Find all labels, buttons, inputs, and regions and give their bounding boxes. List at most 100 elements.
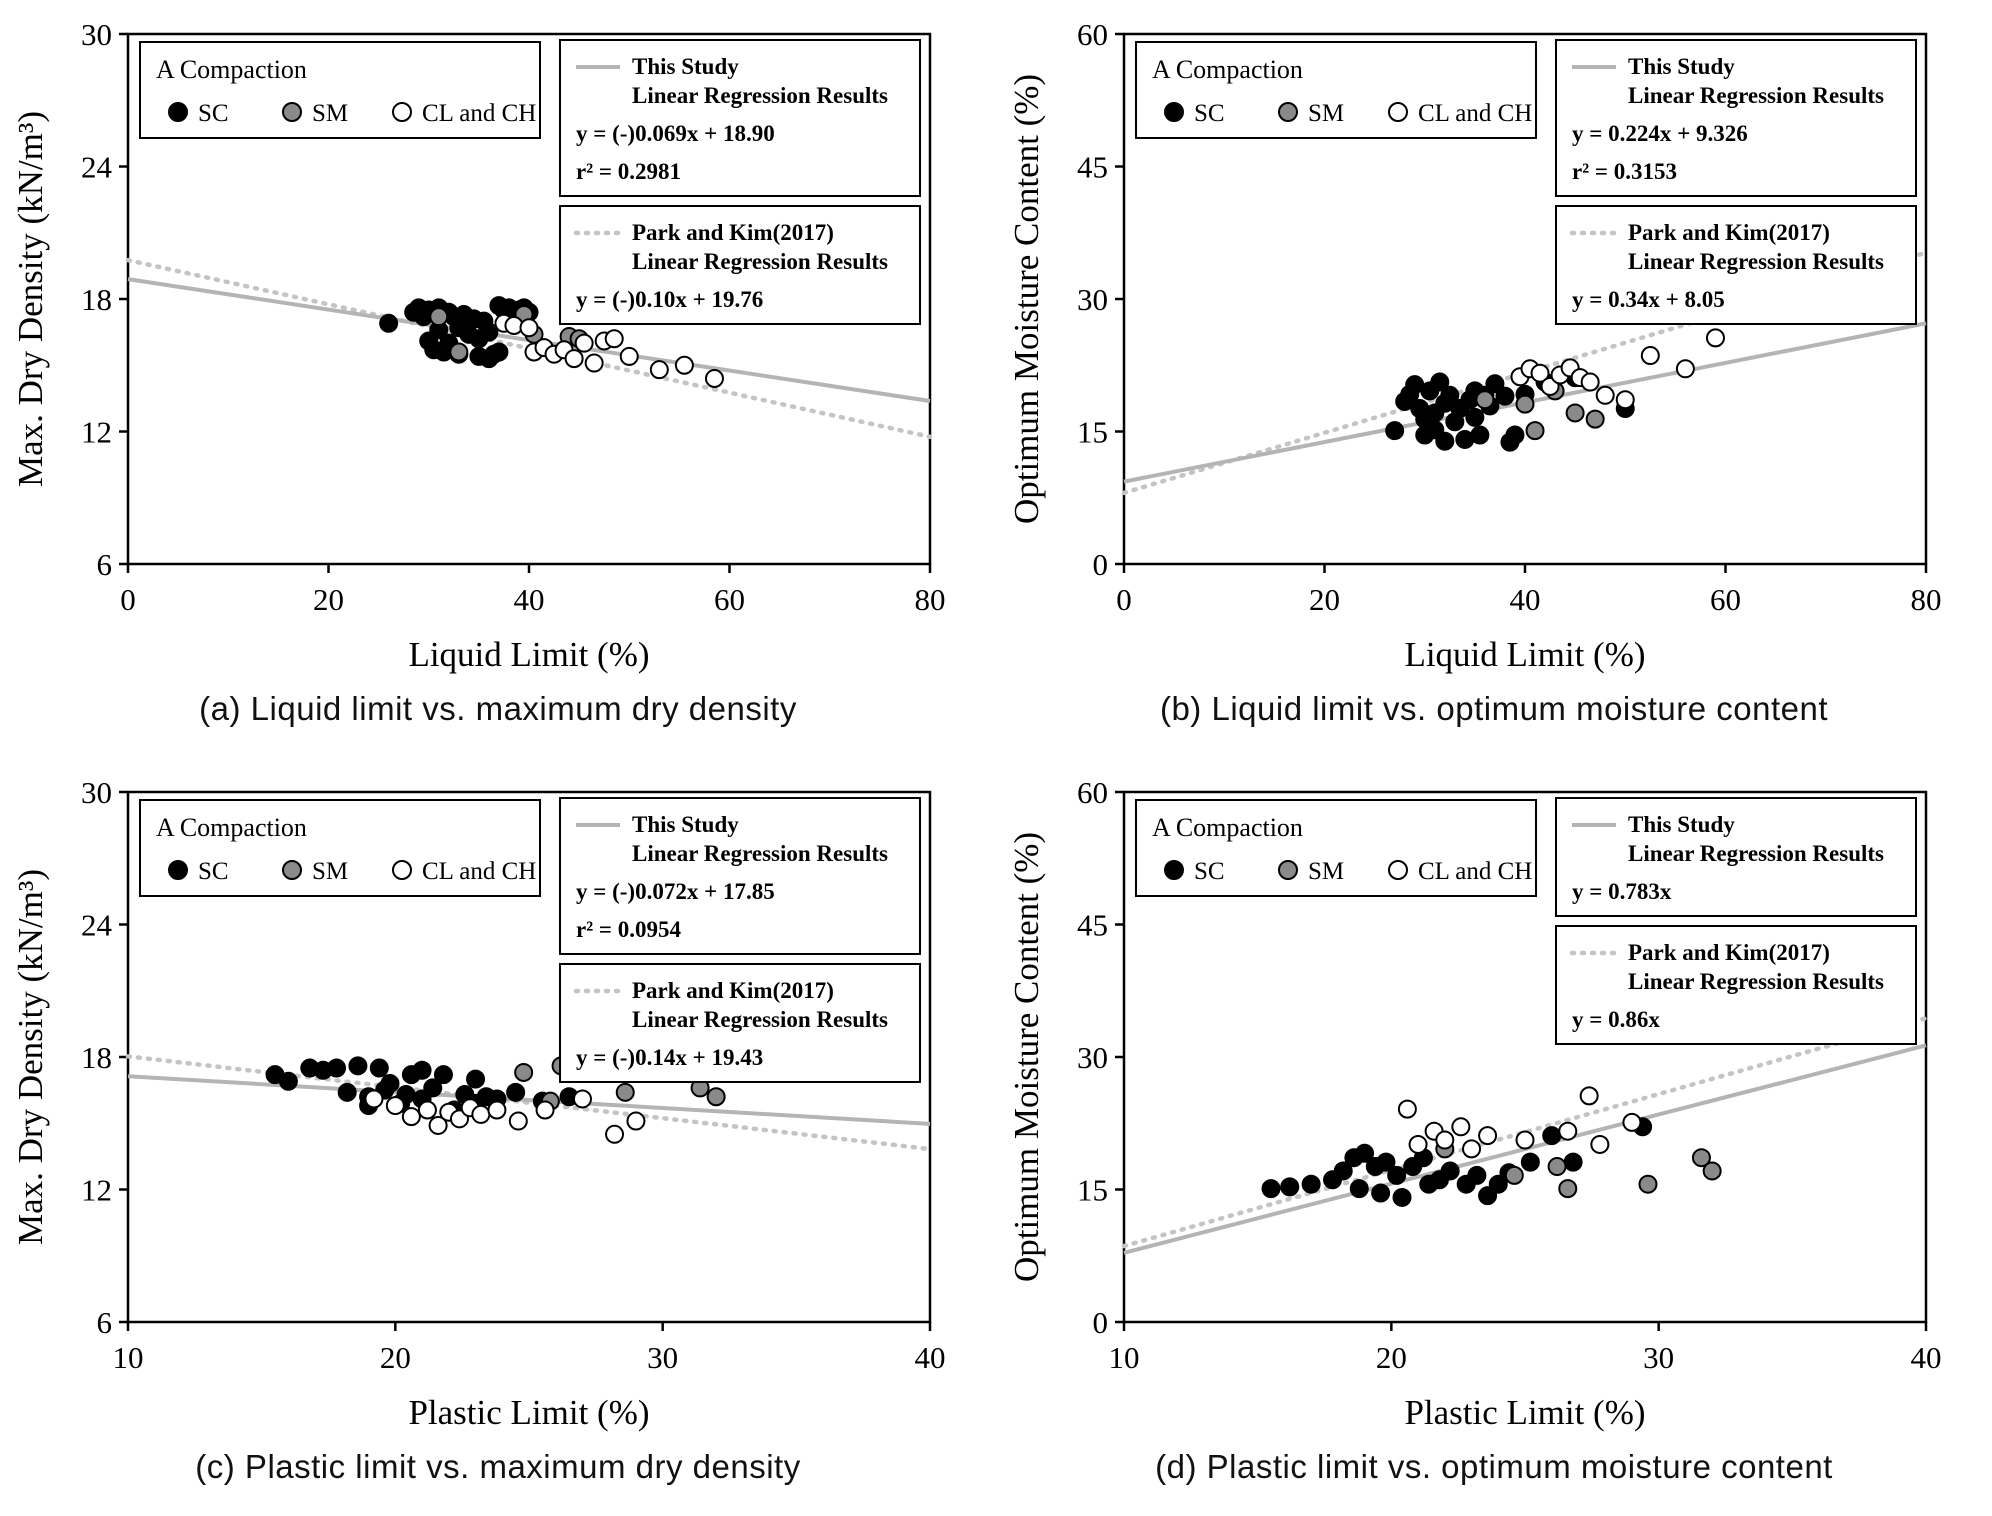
- data-point: [348, 1056, 368, 1076]
- svg-text:20: 20: [1376, 1340, 1407, 1375]
- regression-box-this-study: This Study Linear Regression Results y = 0…: [1555, 797, 1917, 917]
- regression-box-this-study: This Study Linear Regression Results y = 0…: [1555, 39, 1917, 197]
- svg-text:20: 20: [380, 1340, 411, 1375]
- svg-text:Linear Regression Results: Linear Regression Results: [1628, 83, 1884, 108]
- data-point: [1280, 1177, 1300, 1197]
- data-point: [278, 1071, 298, 1091]
- park-kim-regression-line: [125, 1054, 933, 1152]
- data-point: [604, 329, 624, 349]
- panel-c: 10 20 30 40 6 12 18 24 30 Plastic Limit (%) Max. D…: [0, 758, 996, 1516]
- svg-text:45: 45: [1077, 150, 1108, 185]
- data-point: [706, 1087, 726, 1107]
- axis-ticks: 10 20 30 40 6 12 18 24 30: [81, 775, 946, 1375]
- data-point: [1520, 1152, 1540, 1172]
- data-point: [433, 1065, 453, 1085]
- legend-marker-sc: [168, 860, 188, 880]
- data-point: [449, 342, 469, 362]
- data-point: [429, 307, 449, 327]
- axis-labels: Plastic Limit (%) Optimum Moisture Conten…: [1007, 832, 1646, 1432]
- legend-label-sc: SC: [1194, 858, 1225, 885]
- data-point: [364, 1089, 384, 1109]
- regression-box-this-study: This Study Linear Regression Results y = (…: [559, 39, 921, 197]
- svg-text:30: 30: [1643, 1340, 1674, 1375]
- data-point: [1585, 409, 1605, 429]
- data-point: [1485, 374, 1505, 394]
- svg-text:This Study: This Study: [632, 812, 739, 837]
- svg-text:y = 0.86x: y = 0.86x: [1572, 1007, 1660, 1032]
- chart-svg-a: 0 20 40 60 80 6 12 18 24 30 Liquid Limit (%) Max. D…: [11, 17, 946, 674]
- data-point: [1462, 1139, 1482, 1159]
- data-point: [1530, 363, 1550, 383]
- data-point: [1435, 1130, 1455, 1150]
- data-point: [619, 346, 639, 366]
- data-point: [704, 369, 724, 388]
- svg-text:40: 40: [514, 582, 545, 617]
- legend-marker-clch: [392, 102, 412, 122]
- svg-text:12: 12: [81, 415, 112, 450]
- caption-b: (b) Liquid limit vs. optimum moisture co…: [1159, 690, 1829, 727]
- svg-text:6: 6: [97, 547, 113, 582]
- legend-box: A Compaction SC SM CL and CH: [1135, 799, 1537, 897]
- data-point: [1435, 431, 1455, 451]
- svg-text:60: 60: [1077, 17, 1108, 52]
- series-clch-points: [1397, 1086, 1642, 1159]
- data-point: [1465, 407, 1485, 427]
- panel-a: 0 20 40 60 80 6 12 18 24 30 Liquid Limit (%) Max. D…: [0, 0, 996, 758]
- data-point: [1558, 1121, 1578, 1141]
- data-point: [1349, 1179, 1369, 1199]
- data-point: [1470, 425, 1490, 445]
- x-axis-label: Liquid Limit (%): [1404, 635, 1645, 674]
- data-point: [1333, 1161, 1353, 1181]
- x-axis-label: Plastic Limit (%): [408, 1393, 649, 1432]
- legend-label-sc: SC: [1194, 100, 1225, 127]
- data-point: [1547, 1157, 1567, 1177]
- data-point: [471, 1104, 491, 1124]
- legend-marker-clch: [392, 860, 412, 880]
- data-point: [412, 1060, 432, 1080]
- legend-title: A Compaction: [1152, 55, 1303, 84]
- data-point: [615, 1082, 635, 1102]
- svg-text:Park and Kim(2017): Park and Kim(2017): [1628, 940, 1830, 965]
- data-point: [605, 1124, 625, 1144]
- data-point: [1558, 1179, 1578, 1199]
- data-point: [572, 1089, 592, 1109]
- data-point: [1590, 1134, 1610, 1154]
- panel-d: 10 20 30 40 0 15 30 45 60 Plastic Limit (%) Optimu…: [996, 758, 1992, 1516]
- svg-text:6: 6: [97, 1305, 113, 1340]
- svg-text:y = 0.34x + 8.05: y = 0.34x + 8.05: [1572, 287, 1725, 312]
- data-point: [401, 1107, 421, 1127]
- series-sc-points: [1261, 1117, 1653, 1207]
- data-point: [1542, 1126, 1562, 1146]
- data-point: [428, 1115, 448, 1135]
- legend-marker-sm: [1278, 102, 1298, 122]
- data-point: [337, 1082, 357, 1102]
- y-axis-label: Optimum Moisture Content (%): [1007, 832, 1046, 1282]
- svg-text:Linear Regression Results: Linear Regression Results: [1628, 841, 1884, 866]
- svg-text:y = 0.224x + 9.326: y = 0.224x + 9.326: [1572, 121, 1748, 146]
- data-point: [1565, 403, 1585, 423]
- chart-svg-d: 10 20 30 40 0 15 30 45 60 Plastic Limit (%) Optimu…: [1007, 775, 1942, 1432]
- chart-plastic-limit-vs-max-dry-density: 10 20 30 40 6 12 18 24 30 Plastic Limit (%) Max. D…: [0, 758, 996, 1448]
- legend-marker-sc: [1164, 102, 1184, 122]
- svg-text:30: 30: [647, 1340, 678, 1375]
- regression-box-park-kim: Park and Kim(2017) Linear Regression Resu…: [559, 205, 921, 325]
- data-point: [584, 353, 604, 373]
- data-point: [508, 1111, 528, 1131]
- data-point: [1579, 1086, 1599, 1106]
- data-point: [1495, 386, 1515, 406]
- svg-text:This Study: This Study: [1628, 812, 1735, 837]
- caption-c: (c) Plastic limit vs. maximum dry densit…: [195, 1448, 801, 1485]
- data-point: [1451, 1117, 1471, 1137]
- legend-marker-sm: [282, 860, 302, 880]
- legend-title: A Compaction: [1152, 813, 1303, 842]
- data-point: [1467, 1165, 1487, 1185]
- data-point: [1505, 425, 1525, 445]
- data-point: [564, 349, 584, 369]
- data-point: [1504, 1165, 1524, 1185]
- data-point: [1640, 346, 1660, 366]
- legend-label-sc: SC: [198, 858, 229, 885]
- axis-labels: Plastic Limit (%) Max. Dry Density (kN/m³…: [11, 869, 650, 1432]
- legend-marker-clch: [1388, 860, 1408, 880]
- data-point: [1478, 1126, 1498, 1146]
- data-point: [1392, 1187, 1412, 1207]
